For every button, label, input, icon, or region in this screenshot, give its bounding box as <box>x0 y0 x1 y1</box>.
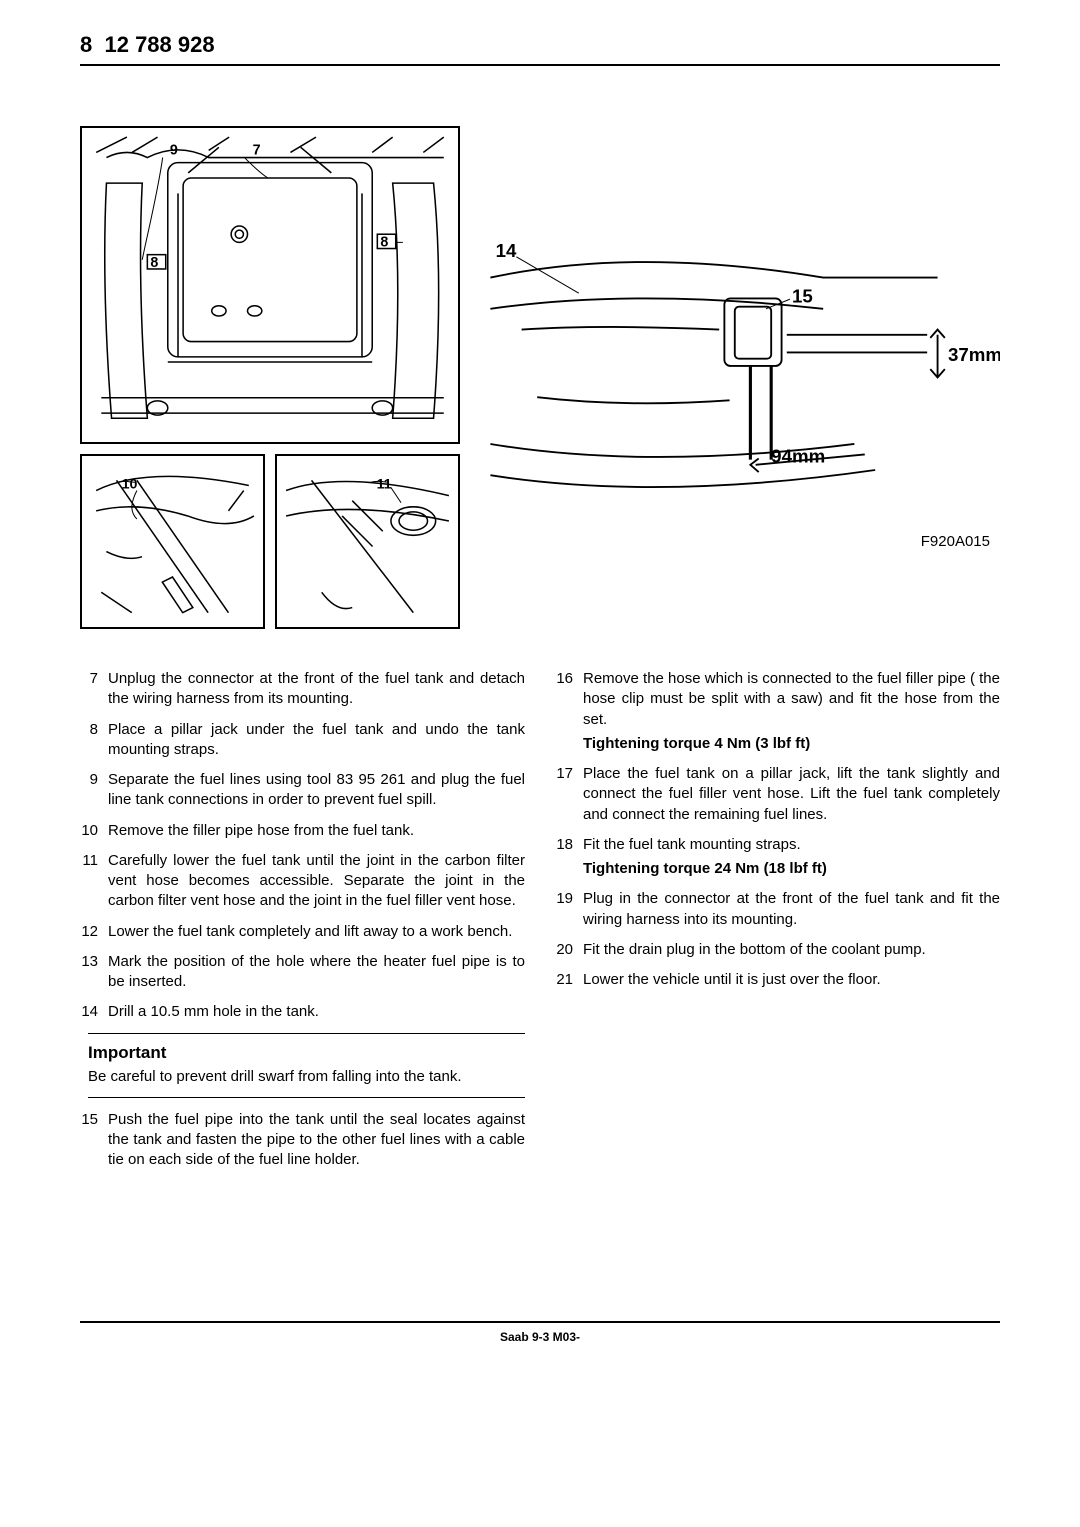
step-text: Lower the vehicle until it is just over … <box>583 970 1000 990</box>
step-item: 13Mark the position of the hole where th… <box>80 952 525 993</box>
step-number: 7 <box>80 669 108 710</box>
step-number: 11 <box>80 851 108 912</box>
callout-15: 15 <box>792 285 813 306</box>
step-item: 16Remove the hose which is connected to … <box>555 669 1000 754</box>
step-item: 21Lower the vehicle until it is just ove… <box>555 970 1000 990</box>
step-text: Drill a 10.5 mm hole in the tank. <box>108 1002 525 1022</box>
part-number: 12 788 928 <box>104 32 214 57</box>
step-text: Plug in the connector at the front of th… <box>583 889 1000 930</box>
callout-10: 10 <box>122 477 138 493</box>
step-number: 9 <box>80 770 108 811</box>
step-item: 15Push the fuel pipe into the tank until… <box>80 1110 525 1171</box>
step-text: Place the fuel tank on a pillar jack, li… <box>583 764 1000 825</box>
step-item: 17Place the fuel tank on a pillar jack, … <box>555 764 1000 825</box>
figure-right: 14 15 37mm 94mm <box>480 236 1000 513</box>
step-item: 20Fit the drain plug in the bottom of th… <box>555 940 1000 960</box>
figure-sub-left: 10 <box>80 454 265 629</box>
step-number: 21 <box>555 970 583 990</box>
step-item: 9Separate the fuel lines using tool 83 9… <box>80 770 525 811</box>
step-text: Place a pillar jack under the fuel tank … <box>108 720 525 761</box>
step-number: 16 <box>555 669 583 754</box>
step-item: 18Fit the fuel tank mounting straps.Tigh… <box>555 835 1000 880</box>
page-number: 8 <box>80 32 92 57</box>
step-text: Mark the position of the hole where the … <box>108 952 525 993</box>
step-number: 18 <box>555 835 583 880</box>
figures-row: 9 7 8 8 <box>80 126 1000 629</box>
step-item: 8Place a pillar jack under the fuel tank… <box>80 720 525 761</box>
step-number: 19 <box>555 889 583 930</box>
torque-spec: Tightening torque 24 Nm (18 lbf ft) <box>583 859 1000 879</box>
steps-right: 16Remove the hose which is connected to … <box>555 669 1000 990</box>
step-text: Lower the fuel tank completely and lift … <box>108 922 525 942</box>
step-number: 10 <box>80 821 108 841</box>
callout-14: 14 <box>496 239 517 260</box>
step-text: Remove the hose which is connected to th… <box>583 669 1000 754</box>
callout-8a: 8 <box>150 255 158 271</box>
step-text: Fit the drain plug in the bottom of the … <box>583 940 1000 960</box>
step-item: 19Plug in the connector at the front of … <box>555 889 1000 930</box>
page-footer: Saab 9-3 M03- <box>80 1321 1000 1345</box>
step-text: Unplug the connector at the front of the… <box>108 669 525 710</box>
step-number: 15 <box>80 1110 108 1171</box>
step-text: Push the fuel pipe into the tank until t… <box>108 1110 525 1171</box>
step-text: Carefully lower the fuel tank until the … <box>108 851 525 912</box>
step-item: 14Drill a 10.5 mm hole in the tank. <box>80 1002 525 1022</box>
figure-code: F920A015 <box>480 532 1000 552</box>
step-item: 12Lower the fuel tank completely and lif… <box>80 922 525 942</box>
steps-left: 7Unplug the connector at the front of th… <box>80 669 525 1023</box>
step-item: 7Unplug the connector at the front of th… <box>80 669 525 710</box>
figure-main: 9 7 8 8 <box>80 126 460 445</box>
callout-9: 9 <box>170 142 178 158</box>
column-right: 16Remove the hose which is connected to … <box>555 669 1000 1180</box>
dim-94mm: 94mm <box>771 445 825 466</box>
important-label: Important <box>88 1042 525 1065</box>
step-text: Remove the filler pipe hose from the fue… <box>108 821 525 841</box>
step-text: Fit the fuel tank mounting straps.Tighte… <box>583 835 1000 880</box>
page-header: 8 12 788 928 <box>80 30 1000 66</box>
text-columns: 7Unplug the connector at the front of th… <box>80 669 1000 1180</box>
callout-7: 7 <box>253 142 261 158</box>
steps-left-2: 15Push the fuel pipe into the tank until… <box>80 1110 525 1171</box>
step-number: 14 <box>80 1002 108 1022</box>
column-left: 7Unplug the connector at the front of th… <box>80 669 525 1180</box>
dim-37mm: 37mm <box>948 343 1000 364</box>
step-item: 10Remove the filler pipe hose from the f… <box>80 821 525 841</box>
step-number: 13 <box>80 952 108 993</box>
step-number: 12 <box>80 922 108 942</box>
step-number: 20 <box>555 940 583 960</box>
step-number: 8 <box>80 720 108 761</box>
step-item: 11Carefully lower the fuel tank until th… <box>80 851 525 912</box>
step-text: Separate the fuel lines using tool 83 95… <box>108 770 525 811</box>
callout-8b: 8 <box>380 234 388 250</box>
figure-sub-right: 11 <box>275 454 460 629</box>
torque-spec: Tightening torque 4 Nm (3 lbf ft) <box>583 734 1000 754</box>
important-text: Be careful to prevent drill swarf from f… <box>88 1067 525 1087</box>
callout-11: 11 <box>377 477 392 493</box>
step-number: 17 <box>555 764 583 825</box>
important-box: Important Be careful to prevent drill sw… <box>88 1033 525 1098</box>
